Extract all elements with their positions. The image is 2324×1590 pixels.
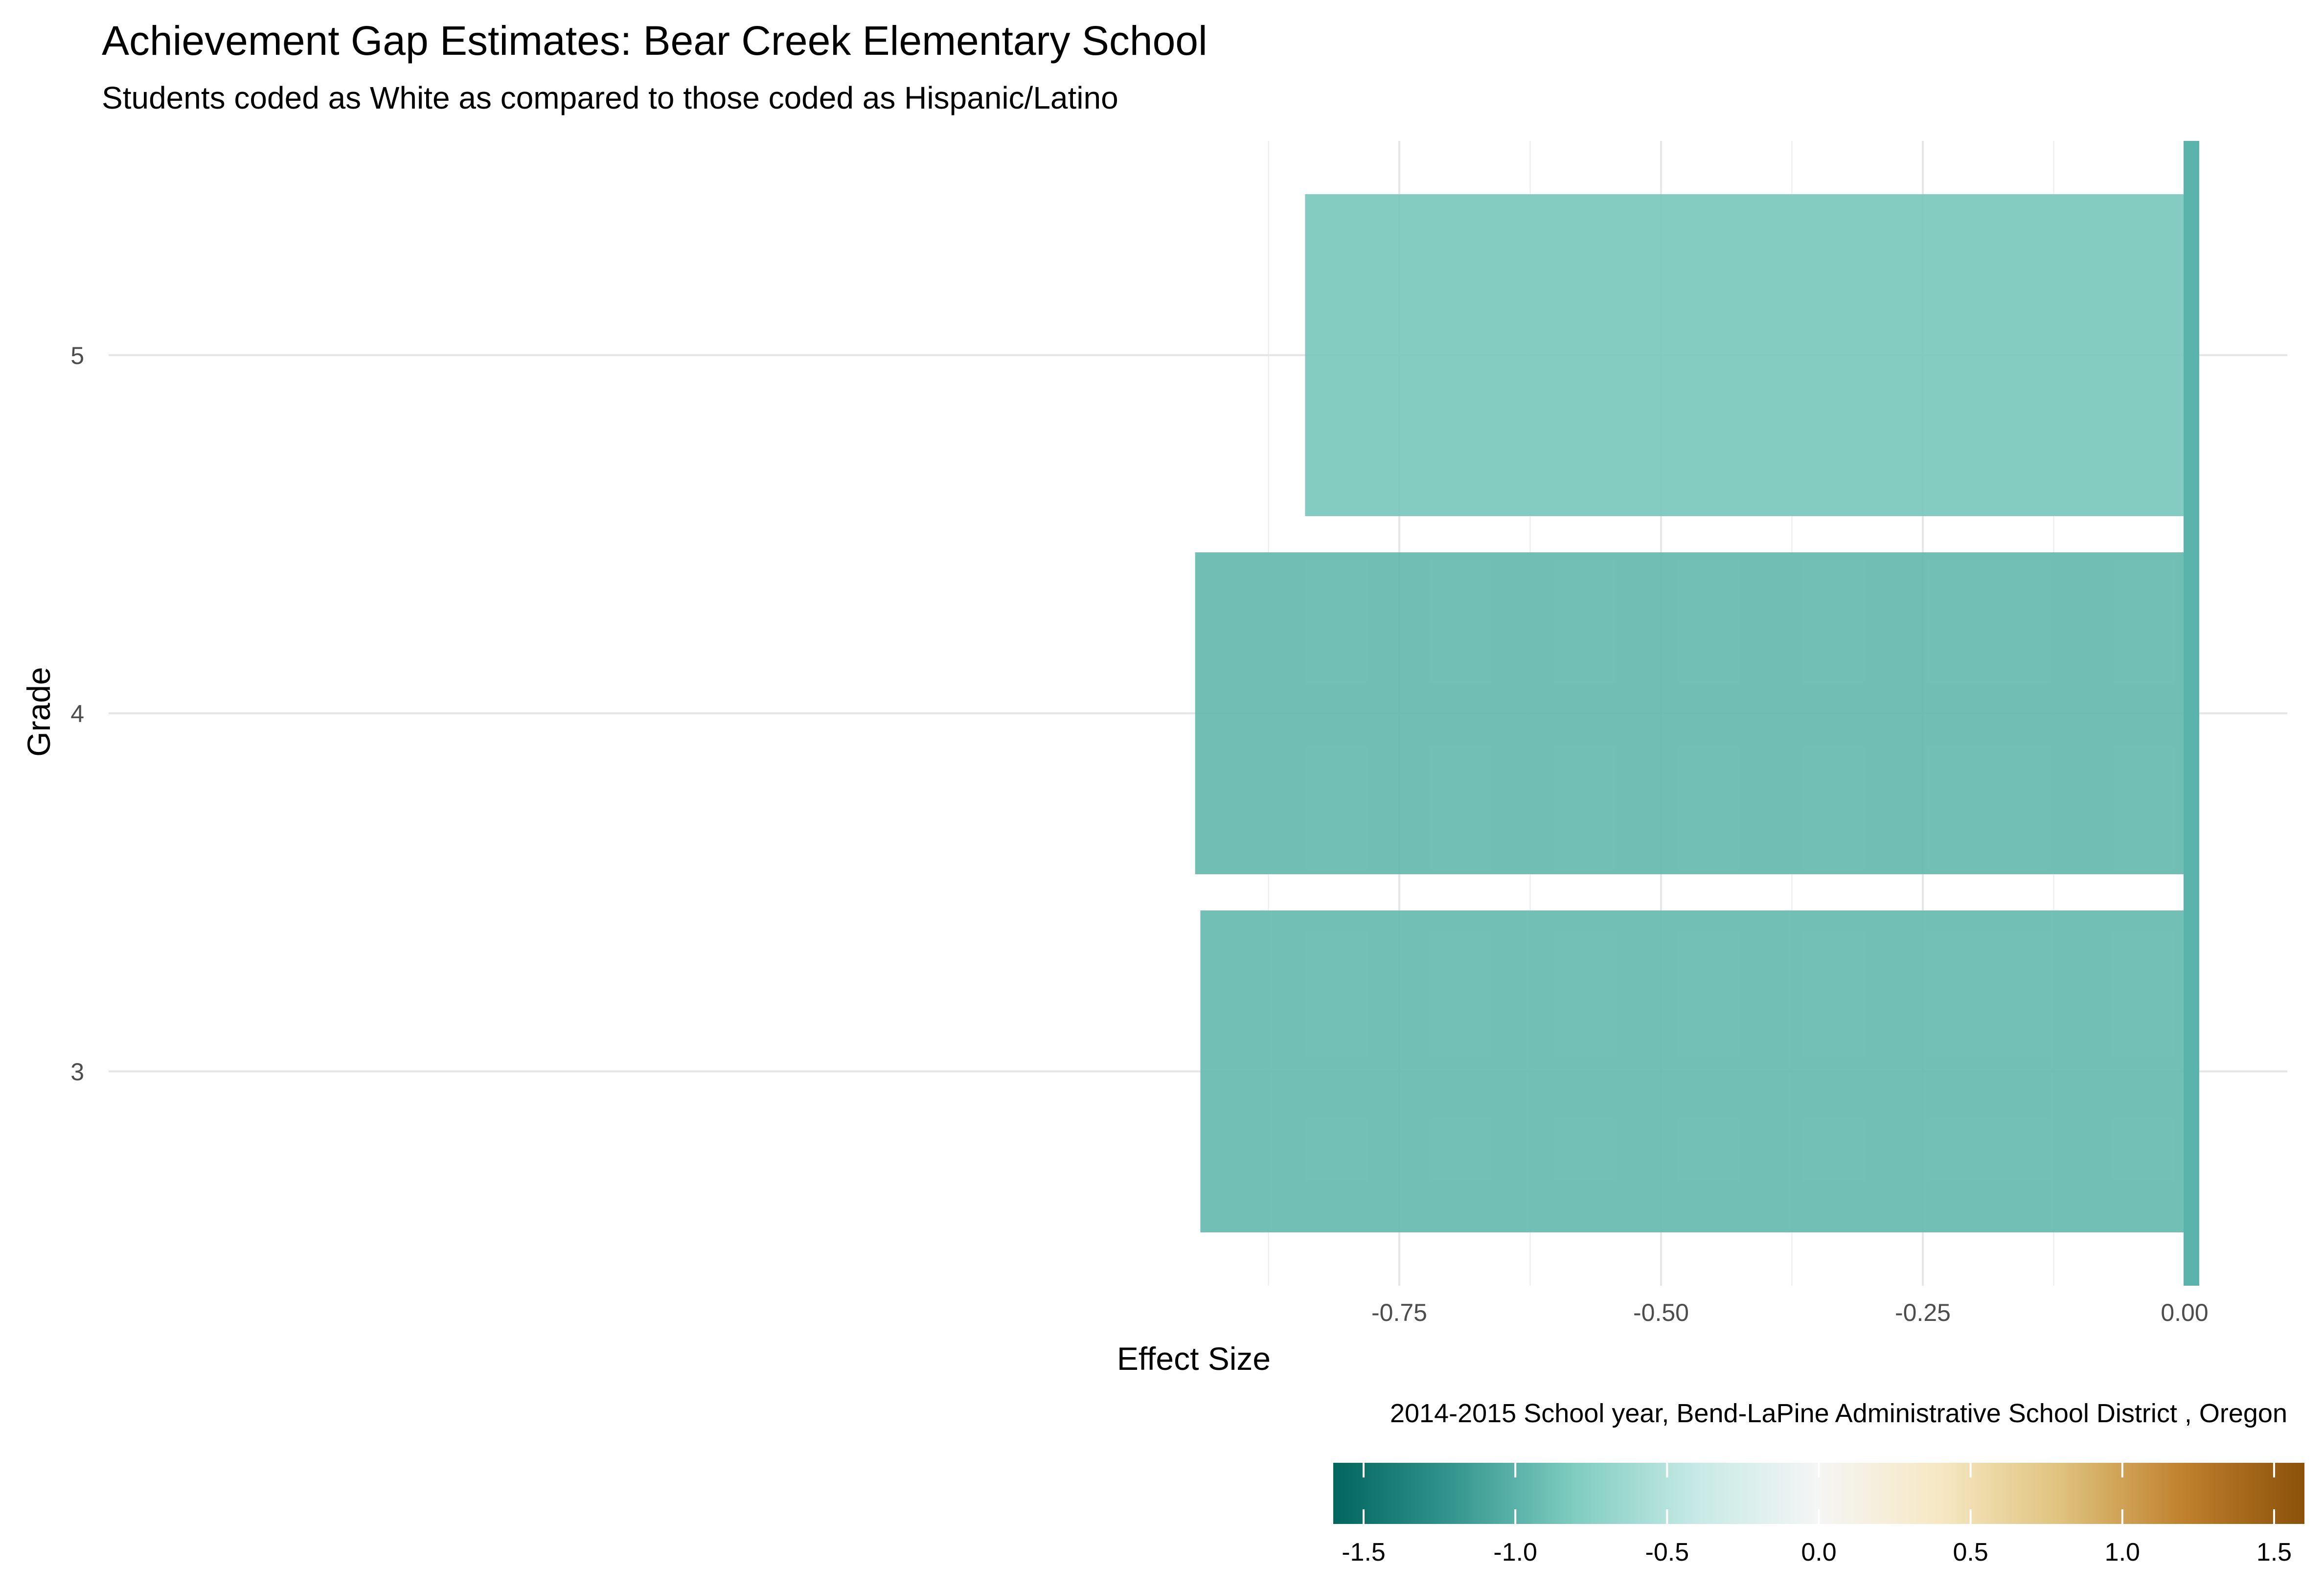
colorbar-legend: -1.5 -1.0 -0.5 0.0 0.5 1.0 1.5 <box>1333 1463 2304 1567</box>
colorbar-tick-label: 0.0 <box>1801 1538 1836 1567</box>
x-axis-tick-labels: -0.75 -0.50 -0.25 0.00 <box>1371 1299 2209 1326</box>
colorbar-ticks: -1.5 -1.0 -0.5 0.0 0.5 1.0 1.5 <box>1342 1463 2292 1567</box>
x-tick-label: -0.25 <box>1895 1299 1951 1326</box>
x-tick-label: -0.75 <box>1371 1299 1427 1326</box>
colorbar-tick-label: 1.5 <box>2256 1538 2292 1567</box>
y-tick-label: 5 <box>70 342 84 369</box>
colorbar-tick-label: 0.5 <box>1953 1538 1988 1567</box>
colorbar-tick-label: -1.5 <box>1342 1538 1386 1567</box>
y-tick-label: 3 <box>70 1058 84 1086</box>
bars <box>1195 194 2185 1232</box>
chart-title: Achievement Gap Estimates: Bear Creek El… <box>102 18 1208 64</box>
chart-caption: 2014-2015 School year, Bend-LaPine Admin… <box>1390 1399 2287 1428</box>
y-axis-title: Grade <box>21 667 57 756</box>
plot-panel <box>109 141 2287 1286</box>
x-tick-label: 0.00 <box>2161 1299 2208 1326</box>
bar-grade-4 <box>1195 552 2185 874</box>
x-axis-title: Effect Size <box>1117 1340 1271 1377</box>
colorbar-tick-label: -0.5 <box>1645 1538 1689 1567</box>
chart-subtitle: Students coded as White as compared to t… <box>102 80 1118 115</box>
y-axis-tick-labels: 3 4 5 <box>70 342 84 1086</box>
x-tick-label: -0.50 <box>1633 1299 1689 1326</box>
y-tick-label: 4 <box>70 700 84 727</box>
colorbar-tick-label: 1.0 <box>2105 1538 2140 1567</box>
colorbar-tick-label: -1.0 <box>1493 1538 1537 1567</box>
bar-grade-5 <box>1305 194 2185 516</box>
bar-grade-3 <box>1200 910 2185 1232</box>
